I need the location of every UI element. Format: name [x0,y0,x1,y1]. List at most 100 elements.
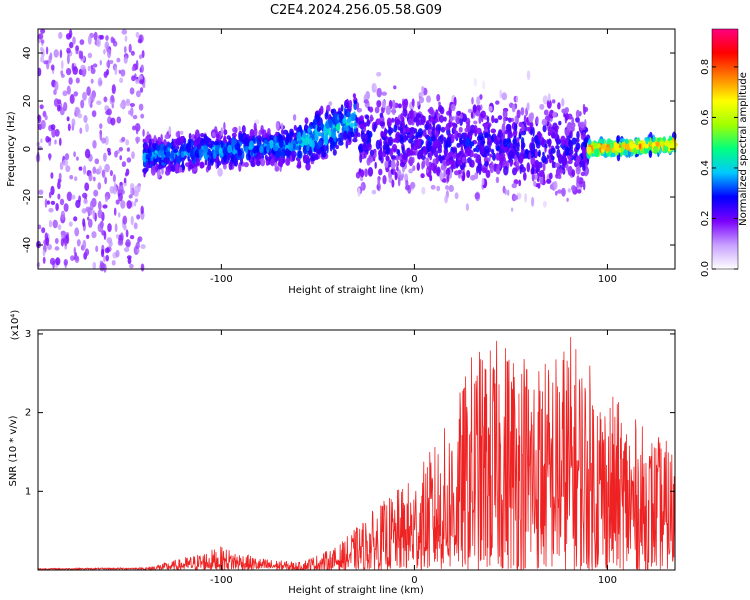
heatmap-cell [620,146,625,153]
heatmap-cell [504,188,507,195]
heatmap-cell [382,175,387,185]
heatmap-cell [463,132,468,137]
heatmap-cell [454,192,459,200]
heatmap-cell [57,193,61,200]
heatmap-cell [479,94,483,100]
heatmap-cell [116,234,120,239]
heatmap-cell [275,120,280,130]
heatmap-cell [542,95,548,105]
heatmap-cell [68,29,73,39]
heatmap-cell [140,263,145,272]
heatmap-cell [43,60,49,65]
heatmap-cell [390,159,396,170]
heatmap-cell [387,136,394,146]
heatmap-cell [653,145,659,155]
heatmap-cell [610,151,616,158]
heatmap-cell [355,116,359,123]
heatmap-cell [399,161,406,168]
heatmap-cell [96,38,101,48]
heatmap-cell [416,162,420,171]
heatmap-cell [111,260,116,266]
heatmap-cell [486,116,490,123]
heatmap-cell [508,117,512,123]
heatmap-cell [72,36,76,45]
figure-title: C2E4.2024.256.05.58.G09 [270,3,442,18]
heatmap-cell [304,124,309,130]
heatmap-cell [77,113,83,119]
heatmap-cell [659,139,664,146]
heatmap-cell [402,152,408,161]
heatmap-cell [67,123,71,132]
heatmap-cell [624,138,629,144]
heatmap-cell [83,115,88,123]
heatmap-cell [70,255,75,261]
colorbar-tick-label: 0.0 [700,261,711,277]
y-tick-label: 1 [25,486,31,497]
heatmap-cell [460,144,464,154]
heatmap-cell [139,79,144,85]
heatmap-cell [285,157,291,166]
heatmap-cell [61,60,64,70]
heatmap-cell [526,162,531,173]
heatmap-cell [385,144,390,155]
heatmap-cell [91,110,97,118]
heatmap-cell [108,240,113,248]
heatmap-cell [473,120,478,125]
y-tick-label: 3 [25,329,31,340]
heatmap-cell [107,223,112,233]
heatmap-cell [164,134,170,140]
heatmap-cell [48,208,54,213]
heatmap-cell [547,93,551,102]
heatmap-cell [86,234,90,239]
heatmap-cell [54,246,60,251]
heatmap-cell [88,173,93,182]
heatmap-cell [420,173,425,179]
heatmap-cell [135,198,138,203]
heatmap-cell [536,172,540,183]
heatmap-cell [541,155,547,164]
y-tick-label: 0 [22,146,33,152]
heatmap-cell [473,77,477,87]
heatmap-cell [437,105,443,112]
heatmap-cell [40,39,45,44]
heatmap-cell [97,182,102,190]
heatmap-cell [546,154,550,160]
heatmap-cell [48,191,52,199]
heatmap-cell [115,199,120,205]
snr-x-ticks: -100 0 100 [210,330,617,586]
heatmap-cell [326,104,331,112]
heatmap-cell [565,163,569,171]
heatmap-cell [616,135,620,145]
heatmap-cell [377,177,381,187]
heatmap-cell [528,112,534,123]
heatmap-cell [355,127,359,137]
heatmap-cell [426,95,431,103]
heatmap-cell [416,101,420,106]
heatmap-cell [231,136,235,147]
heatmap-cell [305,162,311,171]
heatmap-cell [147,148,151,154]
heatmap-cell [99,80,103,85]
heatmap-cell [557,102,561,110]
heatmap-cell [128,194,133,199]
colorbar-tick-label: 0.8 [700,59,711,75]
heatmap-cell [353,100,358,105]
heatmap-cell [439,158,443,164]
heatmap-cell [65,68,72,76]
heatmap-cell [656,137,661,143]
heatmap-cell [142,83,146,89]
heatmap-cell [99,59,103,66]
heatmap-cell [643,148,649,154]
heatmap-cell [303,154,310,162]
heatmap-cell [64,153,70,161]
heatmap-cell [147,157,151,165]
y-tick-label: 2 [25,408,31,419]
heatmap-cell [123,177,127,184]
heatmap-cell [243,137,250,147]
heatmap-cell [94,158,100,165]
heatmap-cell [385,155,390,162]
heatmap-cell [136,90,141,98]
heatmap-cell [131,66,135,72]
heatmap-cell [467,108,473,113]
heatmap-cell [533,135,539,144]
